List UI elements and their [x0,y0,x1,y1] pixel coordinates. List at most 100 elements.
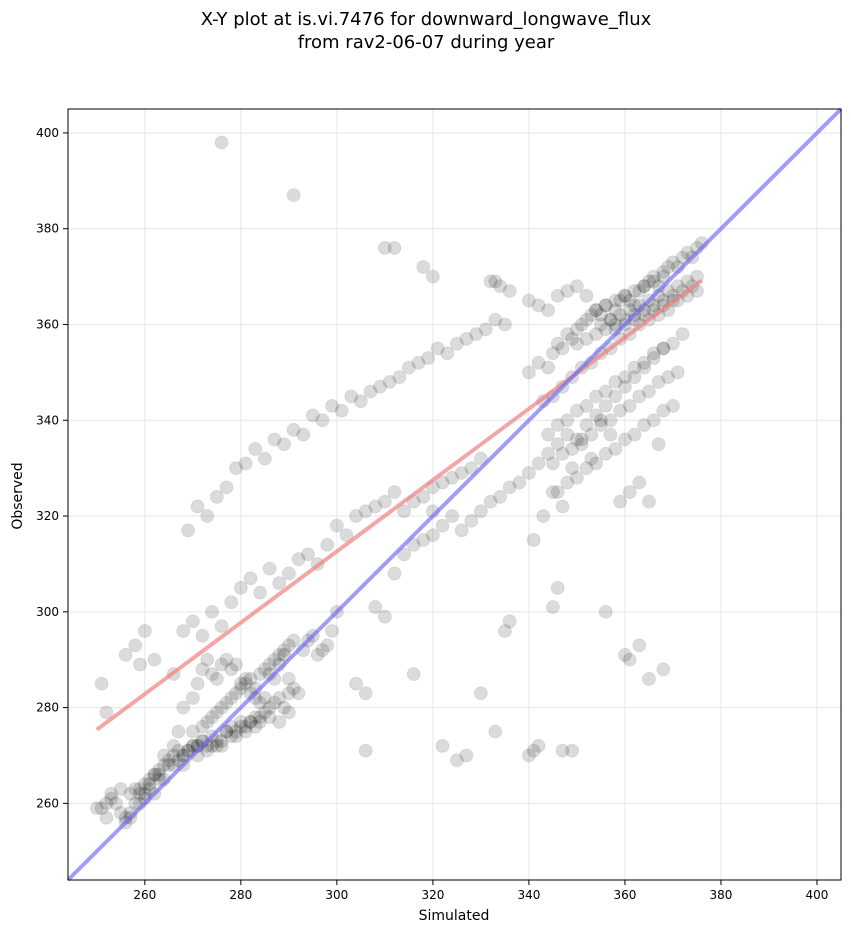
data-point [430,341,445,356]
data-point [613,293,628,308]
data-point [248,719,263,734]
data-point [257,691,272,706]
data-point [569,432,584,447]
y-axis-label: Observed [10,462,26,529]
data-point [545,346,560,361]
data-point [550,336,565,351]
scatter-points [89,135,709,830]
data-point [185,738,200,753]
data-point [502,614,517,629]
data-point [214,619,229,634]
data-point [641,384,656,399]
data-point [205,667,220,682]
data-point [550,418,565,433]
data-point [209,489,224,504]
data-point [574,432,589,447]
data-point [267,695,282,710]
data-point [301,547,316,562]
data-point [286,681,301,696]
data-point [440,346,455,361]
y-tick-label: 260 [36,796,59,810]
data-point [214,734,229,749]
data-point [589,303,604,318]
data-point [262,700,277,715]
data-point [334,403,349,418]
data-point [661,283,676,298]
data-point [608,389,623,404]
data-point [593,307,608,322]
data-point [99,810,114,825]
data-point [622,293,637,308]
data-point [253,695,268,710]
data-point [397,504,412,519]
data-point [473,451,488,466]
data-point [368,600,383,615]
data-point [339,528,354,543]
data-point [267,652,282,667]
data-point [627,283,642,298]
data-point [421,351,436,366]
data-point [473,686,488,701]
y-tick-label: 280 [36,701,59,715]
data-point [493,489,508,504]
data-point [617,370,632,385]
data-point [613,403,628,418]
data-point [349,509,364,524]
data-point [94,801,109,816]
data-point [113,782,128,797]
data-point [579,398,594,413]
data-point [133,782,148,797]
data-point [363,384,378,399]
x-tick-label: 340 [517,888,540,902]
data-point [502,480,517,495]
data-point [483,274,498,289]
data-point [190,676,205,691]
data-point [617,379,632,394]
data-point [622,652,637,667]
data-point [229,657,244,672]
data-point [238,719,253,734]
data-point [565,331,580,346]
data-point [176,623,191,638]
data-point [104,791,119,806]
data-point [574,437,589,452]
data-point [224,719,239,734]
data-point [646,413,661,428]
data-point [262,710,277,725]
data-point [329,518,344,533]
data-point [416,260,431,275]
data-point [238,671,253,686]
data-point [521,293,536,308]
data-point [637,279,652,294]
data-point [349,676,364,691]
data-point [205,738,220,753]
data-point [267,432,282,447]
data-point [286,633,301,648]
data-point [541,427,556,442]
data-point [435,475,450,490]
data-point [243,714,258,729]
data-point [281,705,296,720]
data-point [358,686,373,701]
data-point [531,456,546,471]
data-point [627,370,642,385]
data-point [550,288,565,303]
data-point [401,360,416,375]
data-point [425,269,440,284]
data-point [406,537,421,552]
data-point [637,355,652,370]
data-point [243,714,258,729]
data-point [651,374,666,389]
data-point [233,681,248,696]
data-point [473,504,488,519]
data-point [147,652,162,667]
data-point [128,638,143,653]
chart-title: X-Y plot at is.vi.7476 for downward_long… [201,9,652,30]
data-point [560,327,575,342]
data-point [445,509,460,524]
data-point [512,475,527,490]
data-point [166,738,181,753]
data-point [147,767,162,782]
regression-line [95,278,703,732]
data-point [253,710,268,725]
